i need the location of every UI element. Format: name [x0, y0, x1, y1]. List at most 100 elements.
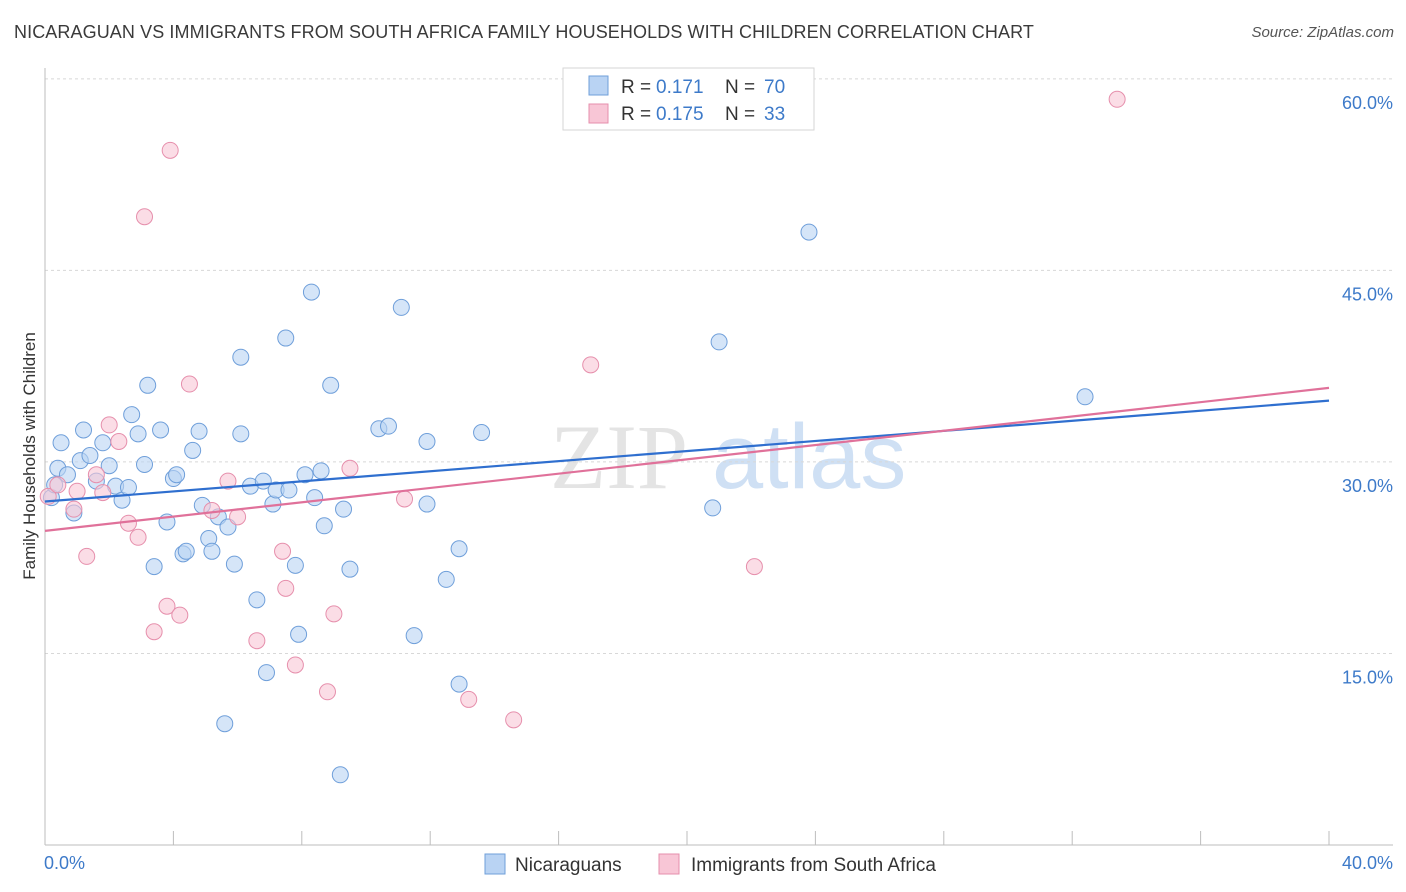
point-nicaraguan — [437, 570, 455, 588]
point-south-africa — [145, 623, 163, 641]
point-south-africa — [277, 579, 295, 597]
point-south-africa — [180, 375, 198, 393]
point-nicaraguan — [177, 542, 195, 560]
y-tick-label: 30.0% — [1342, 476, 1393, 496]
trendlines — [44, 386, 1330, 532]
point-nicaraguan — [405, 627, 423, 645]
point-nicaraguan — [315, 517, 333, 535]
point-nicaraguan — [800, 223, 818, 241]
point-south-africa — [136, 208, 154, 226]
point-nicaraguan — [312, 462, 330, 480]
point-nicaraguan — [704, 499, 722, 517]
point-nicaraguan — [277, 329, 295, 347]
point-south-africa — [171, 606, 189, 624]
point-south-africa — [460, 690, 478, 708]
point-south-africa — [274, 542, 292, 560]
point-south-africa — [396, 490, 414, 508]
series-south-africa — [39, 90, 1126, 729]
watermark: ZIP atlas — [550, 406, 906, 508]
point-nicaraguan — [94, 434, 112, 452]
y-axis-title: Family Households with Children — [20, 332, 39, 580]
x-tick-label-min: 0.0% — [44, 853, 85, 873]
legend-swatch-south-africa — [658, 853, 680, 875]
point-south-africa — [248, 632, 266, 650]
point-nicaraguan — [52, 434, 70, 452]
point-south-africa — [203, 501, 221, 519]
point-nicaraguan — [296, 466, 314, 484]
point-south-africa — [1108, 90, 1126, 108]
stats-r-value-pink: 0.175 — [656, 104, 704, 125]
point-nicaraguan — [75, 421, 93, 439]
x-tick-label-max: 40.0% — [1342, 853, 1393, 873]
point-nicaraguan — [331, 766, 349, 784]
point-nicaraguan — [335, 500, 353, 518]
point-south-africa — [341, 459, 359, 477]
point-nicaraguan — [225, 555, 243, 573]
point-south-africa — [68, 482, 86, 500]
point-nicaraguan — [306, 489, 324, 507]
point-nicaraguan — [119, 478, 137, 496]
point-nicaraguan — [710, 333, 728, 351]
point-south-africa — [745, 558, 763, 576]
point-nicaraguan — [100, 457, 118, 475]
stats-r-label-blue: R = — [621, 77, 651, 98]
point-nicaraguan — [302, 283, 320, 301]
point-nicaraguan — [286, 556, 304, 574]
point-nicaraguan — [248, 591, 266, 609]
stats-n-value-blue: 70 — [764, 77, 785, 98]
point-south-africa — [286, 656, 304, 674]
point-south-africa — [100, 416, 118, 434]
stats-n-value-pink: 33 — [764, 104, 785, 125]
point-nicaraguan — [450, 675, 468, 693]
point-south-africa — [325, 605, 343, 623]
point-south-africa — [65, 500, 83, 518]
point-nicaraguan — [123, 406, 141, 424]
point-south-africa — [161, 141, 179, 159]
point-nicaraguan — [184, 441, 202, 459]
point-nicaraguan — [322, 376, 340, 394]
point-nicaraguan — [341, 560, 359, 578]
point-nicaraguan — [232, 348, 250, 366]
point-nicaraguan — [290, 625, 308, 643]
point-nicaraguan — [379, 417, 397, 435]
point-south-africa — [129, 528, 147, 546]
point-nicaraguan — [139, 376, 157, 394]
point-nicaraguan — [152, 421, 170, 439]
point-nicaraguan — [168, 466, 186, 484]
point-nicaraguan — [257, 664, 275, 682]
stats-r-value-blue: 0.171 — [656, 77, 704, 98]
watermark-atlas: atlas — [712, 406, 906, 508]
y-tick-labels: 15.0% 30.0% 45.0% 60.0% — [1342, 93, 1393, 688]
point-nicaraguan — [392, 298, 410, 316]
stats-n-label-pink: N = — [725, 104, 755, 125]
stats-r-label-pink: R = — [621, 104, 651, 125]
y-tick-label: 15.0% — [1342, 667, 1393, 687]
point-nicaraguan — [216, 715, 234, 733]
point-nicaraguan — [280, 481, 298, 499]
point-nicaraguan — [203, 542, 221, 560]
stats-box: R = 0.171 N = 70 R = 0.175 N = 33 — [562, 67, 815, 131]
point-south-africa — [229, 508, 247, 526]
point-south-africa — [318, 683, 336, 701]
grid — [45, 78, 1393, 654]
trendline-south-africa — [44, 386, 1330, 532]
legend-label-south-africa: Immigrants from South Africa — [691, 855, 936, 876]
point-nicaraguan — [418, 495, 436, 513]
stats-n-label-blue: N = — [725, 77, 755, 98]
point-nicaraguan — [1076, 388, 1094, 406]
legend-label-nicaraguans: Nicaraguans — [515, 855, 622, 876]
point-nicaraguan — [129, 425, 147, 443]
point-nicaraguan — [81, 447, 99, 465]
source-credit: Source: ZipAtlas.com — [1251, 24, 1394, 41]
point-nicaraguan — [190, 422, 208, 440]
y-tick-label: 60.0% — [1342, 93, 1393, 113]
legend-swatch-nicaraguans — [484, 853, 506, 875]
chart-title: NICARAGUAN VS IMMIGRANTS FROM SOUTH AFRI… — [14, 22, 1034, 42]
point-nicaraguan — [232, 425, 250, 443]
trendline-nicaraguans — [44, 399, 1330, 503]
x-ticks — [44, 831, 1330, 845]
point-nicaraguan — [473, 424, 491, 442]
point-south-africa — [219, 472, 237, 490]
y-tick-label: 45.0% — [1342, 284, 1393, 304]
